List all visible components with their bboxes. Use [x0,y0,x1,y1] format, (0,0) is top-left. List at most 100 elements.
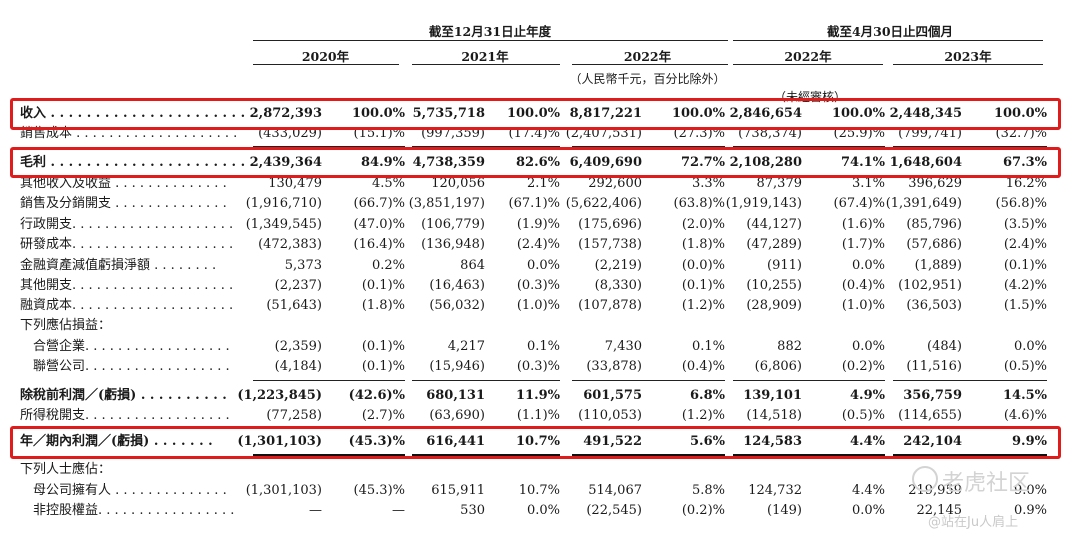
cell-2023-4m-amount: (85,796) [906,217,962,232]
cell-2023-4m-pct: 0.0% [1013,339,1047,354]
year-2022: 2022年 [623,49,672,64]
cell-2022-pct: (1.2)% [681,408,725,423]
table-row: 下列應佔損益： [0,316,1080,336]
cell-2023-4m-pct: (4.2)% [1003,278,1047,293]
cell-2022-pct: (0.1)% [681,278,725,293]
cell-2022-pct: (1.2)% [681,298,725,313]
cell-2021-pct: (1.1)% [516,408,560,423]
cell-2020-amount: 5,373 [284,258,322,273]
cell-2021-pct: (1.9)% [516,217,560,232]
header-rule-fy [253,40,728,41]
cell-2022-4m-amount: (149) [767,503,802,518]
highlight-net-profit [10,426,1061,459]
cell-2023-4m-amount: (114,655) [898,408,962,423]
cell-2020-pct: (16.4)% [353,237,405,252]
cell-2022-4m-pct: (0.5)% [841,408,885,423]
table-row: 毛利 . . . . . . . . . . . . . . . . . . .… [0,153,1080,173]
cell-2023-4m-amount: (11,516) [906,359,962,374]
cell-2023-4m-amount: (102,951) [898,278,962,293]
table-row: 年／期內利潤／(虧損) . . . . . . . (1,301,103) (45.… [0,432,1080,452]
row-label: 金融資產減值虧損淨額 . . . . . . . . [20,258,217,273]
subtotal-rule [253,380,405,381]
cell-2022-4m-pct: 0.0% [851,503,885,518]
cell-2023-4m-pct: 0.9% [1013,503,1047,518]
cell-2022-pct: (63.8)% [673,196,725,211]
year-rule-2023-4m [893,64,1043,65]
cell-2021-amount: (16,463) [429,278,485,293]
row-label: 其他收入及收益 . . . . . . . . . . . . . . [20,176,227,191]
cell-2020-amount: (2,237) [274,278,322,293]
table-row: 金融資產減值虧損淨額 . . . . . . . . 5,373 0.2% 864 0.… [0,256,1080,276]
table-row: 其他收入及收益 . . . . . . . . . . . . . . 130,4… [0,174,1080,194]
cell-2020-pct: (42.6)% [348,388,405,403]
cell-2023-4m-amount: 242,104 [903,434,962,449]
cell-2020-amount: (472,383) [258,237,322,252]
cell-2022-4m-amount: 2,846,654 [729,106,802,121]
row-label: 融資成本. . . . . . . . . . . . . . . . . . … [20,298,234,313]
cell-2022-4m-amount: 2,108,280 [729,155,802,170]
cell-2022-pct: (0.2)% [681,503,725,518]
cell-2020-amount: (1,301,103) [237,434,322,449]
cell-2023-4m-pct: (3.5)% [1003,217,1047,232]
cell-2022-4m-pct: 4.9% [850,388,885,403]
cell-2021-pct: 10.7% [515,434,560,449]
table-row: 除稅前利潤／(虧損) . . . . . . . . . . (1,223,845… [0,386,1080,406]
cell-2022-amount: (175,696) [578,217,642,232]
subtotal-rule [572,380,725,381]
cell-2023-4m-amount: 396,629 [908,176,962,191]
cell-2022-4m-amount: 124,732 [748,483,802,498]
cell-2020-amount: (1,223,845) [237,388,322,403]
cell-2022-4m-amount: (6,806) [754,359,802,374]
cell-2022-4m-pct: (0.2)% [841,359,885,374]
cell-2020-pct: 4.5% [371,176,405,191]
year-2021: 2021年 [461,49,509,64]
cell-2023-4m-amount: (36,503) [906,298,962,313]
cell-2022-amount: 292,600 [588,176,642,191]
cell-2023-4m-amount: 1,648,604 [889,155,962,170]
cell-2022-amount: 601,575 [583,388,642,403]
cell-2022-pct: 100.0% [671,106,725,121]
cell-2020-amount: — [309,503,322,518]
cell-2021-amount: 864 [460,258,485,273]
subtotal-rule [893,380,1047,381]
cell-2023-4m-pct: 100.0% [993,106,1047,121]
cell-2021-pct: 10.7% [518,483,560,498]
row-label: 其他開支. . . . . . . . . . . . . . . . . . … [20,278,234,293]
cell-2021-amount: 616,441 [426,434,485,449]
cell-2022-pct: 5.6% [690,434,725,449]
cell-2022-amount: 7,430 [604,339,642,354]
subtotal-rule [412,146,560,147]
cell-2022-pct: 5.8% [691,483,725,498]
subtotal-rule [893,454,1047,456]
cell-2022-4m-amount: 139,101 [743,388,802,403]
cell-2023-4m-pct: 14.5% [1002,388,1047,403]
cell-2020-pct: (66.7)% [353,196,405,211]
cell-2022-4m-amount: (47,289) [746,237,802,252]
cell-2022-amount: (2,219) [594,258,642,273]
cell-2020-pct: (2.7)% [361,408,405,423]
table-row: 收入 . . . . . . . . . . . . . . . . . . .… [0,104,1080,124]
cell-2023-4m-pct: 9.9% [1012,434,1047,449]
cell-2021-pct: 0.0% [526,258,560,273]
subtotal-rule [733,146,885,147]
cell-2022-4m-pct: (1.0)% [841,298,885,313]
cell-2023-4m-pct: (0.1)% [1003,258,1047,273]
table-row: 研發成本. . . . . . . . . . . . . . . . . . … [0,235,1080,255]
cell-2022-4m-pct: 0.0% [851,339,885,354]
cell-2022-pct: (1.8)% [681,237,725,252]
cell-2022-amount: (22,545) [586,503,642,518]
cell-2020-amount: (2,359) [274,339,322,354]
cell-2022-4m-pct: 4.4% [851,483,885,498]
cell-2023-4m-pct: (56.8)% [995,196,1047,211]
row-label: 年／期內利潤／(虧損) . . . . . . . [20,434,213,449]
cell-2022-4m-amount: (14,518) [746,408,802,423]
cell-2021-amount: (3,851,197) [408,196,485,211]
row-label: 除稅前利潤／(虧損) . . . . . . . . . . [20,388,227,403]
cell-2020-amount: (77,258) [266,408,322,423]
year-2020: 2020年 [301,49,350,64]
cell-2020-pct: 100.0% [351,106,405,121]
cell-2023-4m-amount: 356,759 [903,388,962,403]
cell-2022-4m-pct: (1.7)% [841,237,885,252]
cell-2021-amount: (56,032) [429,298,485,313]
cell-2023-4m-pct: (4.6)% [1003,408,1047,423]
